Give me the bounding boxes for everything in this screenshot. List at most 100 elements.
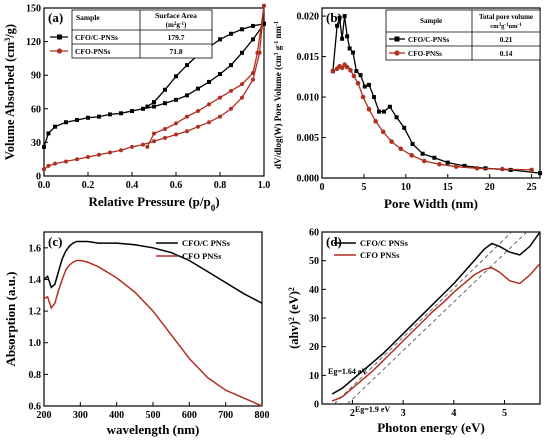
data-point <box>453 164 459 169</box>
data-point <box>185 114 189 119</box>
data-point <box>185 129 189 134</box>
x-tick-label: 3 <box>401 408 406 419</box>
y-axis-label: Absorption (a.u.) <box>3 272 18 367</box>
label-part: (ahv) <box>287 321 301 349</box>
data-point <box>389 139 394 144</box>
data-point <box>240 82 244 87</box>
x-tick-label: 4 <box>451 408 456 419</box>
data-point <box>340 36 345 41</box>
y-tick-label: 50 <box>309 256 319 267</box>
y-tick-label: 30 <box>31 138 41 149</box>
table-sample: CFO-PNSs <box>408 50 442 58</box>
x-tick-label: 0.6 <box>170 180 183 191</box>
y-axis-label: dV/dlog(W) Pore Volume (cm3 g-1 nm-1 <box>273 21 283 169</box>
label-part: -1 <box>274 21 280 26</box>
data-point <box>207 102 211 107</box>
data-point <box>218 114 222 119</box>
y-tick-label: 0.005 <box>297 133 320 144</box>
data-point <box>337 15 342 20</box>
data-point <box>371 95 376 100</box>
x-tick-label: 0.4 <box>126 180 139 191</box>
label-part: 0 <box>211 203 216 213</box>
data-point <box>196 109 200 114</box>
data-point <box>218 37 222 42</box>
data-point <box>366 82 371 87</box>
label-part: -1 <box>518 23 523 28</box>
tangent-fits <box>333 232 528 404</box>
data-point <box>409 153 415 158</box>
data-point <box>53 124 57 129</box>
y-tick-label: 20 <box>309 342 319 353</box>
y-tick-label: 120 <box>26 37 41 48</box>
y-tick-label: 150 <box>26 4 41 15</box>
data-point <box>145 144 150 149</box>
data-point <box>207 79 211 84</box>
legend-marker <box>394 50 400 56</box>
y-tick-label: 10 <box>309 371 319 382</box>
data-point <box>86 115 90 120</box>
y-tick-label: 0 <box>36 172 41 183</box>
table-sample: CFO/C-PNSs <box>408 36 449 44</box>
data-point <box>174 97 178 102</box>
data-point <box>339 65 345 71</box>
label-part: cm <box>490 23 499 30</box>
panel-2: 200 300 400 500 600 700 800 0.6 0.8 1.0 1.2 1.4 1.6 (… <box>3 231 270 437</box>
plot-frame <box>43 231 263 407</box>
data-point <box>42 144 46 149</box>
panel-tag: (c) <box>48 234 62 249</box>
plot-frame <box>321 7 541 179</box>
y-tick-label: 1.2 <box>29 307 42 318</box>
data-point <box>420 151 425 156</box>
data-point <box>141 142 145 147</box>
data-point <box>119 111 123 116</box>
data-point <box>207 120 211 125</box>
data-point <box>538 171 542 176</box>
data-point <box>53 161 57 166</box>
data-point <box>218 72 222 77</box>
x-tick-label: 200 <box>37 410 52 421</box>
table-value: 179.7 <box>168 33 185 42</box>
table-value: 0.21 <box>500 36 513 44</box>
label-part: Relative Pressure (p/p <box>88 194 210 209</box>
data-point <box>240 95 244 100</box>
data-point <box>97 114 101 119</box>
data-point <box>108 112 112 117</box>
table-sample: CFO/C-PNSs <box>75 33 118 42</box>
data-point <box>342 14 347 19</box>
y-tick-label: 0.6 <box>29 402 42 413</box>
data-point <box>152 139 156 144</box>
data-point <box>174 74 178 79</box>
data-point <box>152 100 156 105</box>
legend-entry: CFO PNSs <box>182 251 222 261</box>
legend-marker <box>57 34 62 40</box>
y-tick-label: 0.015 <box>297 52 320 63</box>
data-point <box>229 106 233 111</box>
table-header: Sample <box>420 17 442 25</box>
data-point <box>152 131 156 136</box>
data-point <box>97 152 101 157</box>
data-point <box>251 70 255 75</box>
data-point <box>348 68 353 73</box>
data-point <box>174 121 178 126</box>
data-point <box>380 129 386 135</box>
data-point <box>185 93 189 98</box>
data-point <box>499 166 505 172</box>
panel-tag: (a) <box>48 10 63 25</box>
surface-area-table: Sample Surface Area(m2g-1) CFO/C-PNSs 179.7… <box>50 9 213 59</box>
table-value: 0.14 <box>500 50 513 58</box>
data-point <box>355 80 361 86</box>
table-unit: (m2g-1) <box>166 21 187 29</box>
data-point <box>358 73 363 78</box>
label-part: -1 <box>504 23 509 28</box>
x-tick-label: 5 <box>502 408 507 419</box>
label-part: g <box>501 23 505 30</box>
data-point <box>387 104 392 109</box>
data-point <box>335 23 340 28</box>
data-point <box>330 68 336 74</box>
x-tick-label: 400 <box>109 410 124 421</box>
table-value: 71.8 <box>169 47 182 56</box>
y-tick-label: 60 <box>309 228 319 239</box>
x-tick-label: 25 <box>527 182 537 193</box>
label-part: ) <box>215 194 219 209</box>
